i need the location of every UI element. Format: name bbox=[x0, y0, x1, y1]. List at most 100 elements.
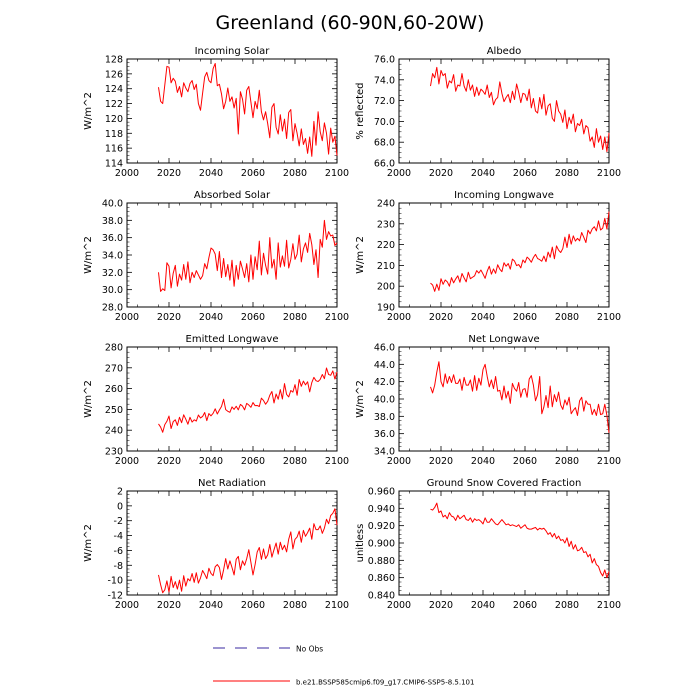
y-tick-label: 230 bbox=[105, 447, 123, 458]
x-tick-label: 2080 bbox=[555, 168, 579, 179]
x-tick-label: 2080 bbox=[283, 168, 307, 179]
y-tick-label: 280 bbox=[105, 343, 123, 354]
y-axis-label: W/m^2 bbox=[83, 92, 94, 130]
x-tick-label: 2060 bbox=[513, 600, 537, 611]
y-tick-label: 72.0 bbox=[374, 96, 395, 107]
y-tick-label: 0.860 bbox=[368, 573, 395, 584]
x-tick-label: 2000 bbox=[387, 456, 411, 467]
x-tick-label: 2100 bbox=[325, 600, 349, 611]
plot-frame bbox=[398, 346, 610, 452]
y-axis-label: W/m^2 bbox=[83, 236, 94, 274]
y-tick-label: 128 bbox=[105, 55, 123, 66]
x-tick-label: 2000 bbox=[115, 456, 139, 467]
y-tick-label: -10 bbox=[107, 576, 123, 587]
y-tick-label: 32.0 bbox=[102, 268, 123, 279]
x-tick-label: 2000 bbox=[387, 312, 411, 323]
y-axis-label: W/m^2 bbox=[83, 524, 94, 562]
chart-title: Emitted Longwave bbox=[186, 334, 279, 345]
series-line bbox=[158, 367, 338, 433]
x-tick-label: 2000 bbox=[115, 168, 139, 179]
y-tick-label: 70.0 bbox=[374, 117, 395, 128]
x-tick-label: 2020 bbox=[157, 312, 181, 323]
x-tick-label: 2020 bbox=[429, 600, 453, 611]
plot-frame bbox=[398, 490, 610, 596]
chart-panel-8: Ground Snow Covered Fraction unitless 2000… bbox=[355, 478, 621, 611]
x-tick-label: 2000 bbox=[115, 600, 139, 611]
x-tick-label: 2000 bbox=[387, 168, 411, 179]
x-tick-label: 2100 bbox=[597, 600, 621, 611]
series-line bbox=[158, 62, 338, 157]
x-tick-label: 2060 bbox=[241, 312, 265, 323]
chart-title: Albedo bbox=[487, 46, 522, 57]
y-tick-label: 116 bbox=[105, 144, 123, 155]
x-tick-label: 2020 bbox=[429, 456, 453, 467]
x-tick-label: 2020 bbox=[157, 168, 181, 179]
y-tick-label: 122 bbox=[105, 99, 123, 110]
x-tick-label: 2040 bbox=[471, 456, 495, 467]
x-tick-label: 2040 bbox=[471, 168, 495, 179]
y-tick-label: -8 bbox=[114, 561, 123, 572]
x-tick-label: 2040 bbox=[199, 456, 223, 467]
x-tick-label: 2100 bbox=[325, 168, 349, 179]
y-tick-label: 270 bbox=[105, 363, 123, 374]
chart-panel-1: Incoming Solar W/m^2 2000 2020 2040 2060 2080 2… bbox=[83, 46, 349, 179]
chart-title: Ground Snow Covered Fraction bbox=[427, 478, 582, 489]
y-tick-label: 220 bbox=[377, 240, 395, 251]
chart-panel-5: Emitted Longwave W/m^2 2000 2020 2040 2060 208… bbox=[83, 334, 349, 467]
x-tick-label: 2080 bbox=[283, 312, 307, 323]
y-tick-label: 34.0 bbox=[374, 447, 395, 458]
y-tick-label: 68.0 bbox=[374, 138, 395, 149]
x-tick-label: 2060 bbox=[241, 168, 265, 179]
x-tick-label: 2060 bbox=[513, 312, 537, 323]
chart-panel-3: Absorbed Solar W/m^2 2000 2020 2040 2060 2080 2… bbox=[83, 190, 349, 323]
y-axis-label: % reflected bbox=[355, 82, 366, 139]
y-tick-label: 30.0 bbox=[102, 285, 123, 296]
plot-frame bbox=[398, 58, 610, 164]
y-tick-label: 34.0 bbox=[102, 251, 123, 262]
y-tick-label: -12 bbox=[107, 591, 123, 602]
y-tick-label: 240 bbox=[105, 426, 123, 437]
y-tick-label: 0.840 bbox=[368, 591, 395, 602]
y-axis-label: W/m^2 bbox=[355, 236, 366, 274]
y-tick-label: 0.940 bbox=[368, 504, 395, 515]
x-tick-label: 2000 bbox=[115, 312, 139, 323]
y-tick-label: 260 bbox=[105, 384, 123, 395]
x-tick-label: 2100 bbox=[597, 168, 621, 179]
plot-frame bbox=[126, 58, 338, 164]
y-tick-label: 120 bbox=[105, 114, 123, 125]
y-tick-label: 40.0 bbox=[102, 199, 123, 210]
y-tick-label: 230 bbox=[377, 219, 395, 230]
y-tick-label: 0.920 bbox=[368, 521, 395, 532]
x-tick-label: 2100 bbox=[597, 312, 621, 323]
y-tick-label: 44.0 bbox=[374, 360, 395, 371]
y-tick-label: 40.0 bbox=[374, 395, 395, 406]
y-axis-label: unitless bbox=[355, 524, 366, 563]
x-tick-label: 2080 bbox=[555, 456, 579, 467]
x-tick-label: 2060 bbox=[513, 456, 537, 467]
x-tick-label: 2040 bbox=[471, 312, 495, 323]
x-tick-label: 2040 bbox=[471, 600, 495, 611]
legend-obs-label: No Obs bbox=[296, 645, 323, 654]
x-tick-label: 2060 bbox=[241, 600, 265, 611]
y-tick-label: 42.0 bbox=[374, 377, 395, 388]
chart-panel-4: Incoming Longwave W/m^2 2000 2020 2040 2060 20… bbox=[355, 190, 621, 323]
y-tick-label: 118 bbox=[105, 129, 123, 140]
chart-title: Absorbed Solar bbox=[194, 190, 271, 201]
x-tick-label: 2080 bbox=[555, 312, 579, 323]
y-tick-label: 38.0 bbox=[102, 216, 123, 227]
y-tick-label: 190 bbox=[377, 303, 395, 314]
y-tick-label: 38.0 bbox=[374, 412, 395, 423]
x-tick-label: 2040 bbox=[199, 312, 223, 323]
x-tick-label: 2100 bbox=[325, 312, 349, 323]
x-tick-label: 2080 bbox=[283, 600, 307, 611]
y-axis-label: W/m^2 bbox=[355, 380, 366, 418]
y-tick-label: 240 bbox=[377, 199, 395, 210]
chart-title: Incoming Longwave bbox=[454, 190, 554, 201]
y-tick-label: 36.0 bbox=[102, 233, 123, 244]
plot-frame bbox=[126, 202, 338, 308]
x-tick-label: 2020 bbox=[157, 456, 181, 467]
series-line bbox=[430, 502, 610, 579]
y-tick-label: 2 bbox=[117, 487, 123, 498]
